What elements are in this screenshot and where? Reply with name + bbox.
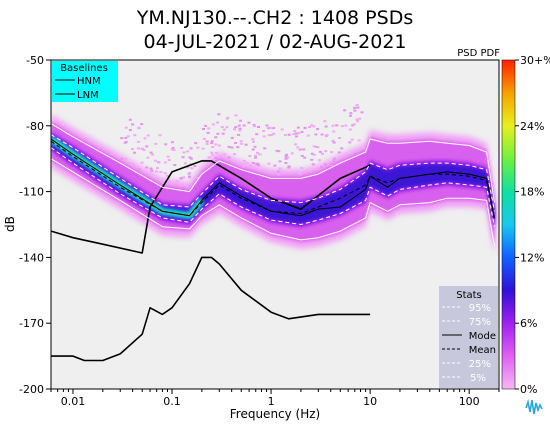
x-tick-label: 0.1 — [163, 395, 181, 408]
series-lines — [51, 123, 495, 362]
mean-legend-label: Mean — [469, 345, 496, 356]
series-line-75pct — [51, 134, 495, 212]
pdf-density — [51, 104, 495, 256]
colorbar-gradient — [501, 59, 516, 390]
y-tick-label: -140 — [19, 251, 44, 264]
density-mid-band — [51, 131, 495, 230]
baselines-legend-title: Baselines — [60, 63, 108, 74]
x-axis: 0.01 0.1 1 10 100 — [50, 389, 500, 408]
mode-legend-label: Mode — [469, 331, 496, 342]
density-core-band — [51, 135, 495, 226]
series-line-mean — [51, 140, 495, 221]
stats-legend-box — [439, 286, 498, 388]
psd-pdf-label: PSD PDF — [457, 48, 500, 59]
series-line-hnm — [51, 160, 371, 254]
colorbar: 0% 6% 12% 18% 24% 30+% — [501, 54, 550, 396]
colorbar-tick-label: 18% — [520, 186, 544, 199]
stats-legend-title: Stats — [456, 290, 482, 301]
y-tick-label: -200 — [19, 383, 44, 396]
colorbar-tick-label: 12% — [520, 251, 544, 264]
p75-legend-label: 75% — [469, 317, 491, 328]
y-axis: -50 -80 -110 -140 -170 -200 — [19, 54, 51, 396]
x-tick-label: 100 — [459, 395, 480, 408]
stats-legend: Stats 95% 75% Mode Mean 25% 5% — [439, 286, 498, 388]
series-line-25pct — [51, 147, 495, 227]
baselines-legend-box — [52, 61, 118, 102]
baselines-legend: Baselines HNM LNM — [52, 61, 118, 102]
colorbar-tick-label: 30+% — [520, 54, 550, 67]
y-axis-label: dB — [3, 216, 17, 232]
x-tick-label: 0.01 — [61, 395, 86, 408]
p95-legend-label: 95% — [469, 303, 491, 314]
y-tick-label: -110 — [19, 186, 44, 199]
p25-legend-label: 25% — [469, 359, 491, 370]
colorbar-tick-label: 6% — [520, 317, 537, 330]
series-line-95pct — [51, 123, 495, 203]
x-axis-label: Frequency (Hz) — [230, 407, 321, 421]
x-tick-label: 1 — [268, 395, 275, 408]
p5-legend-label: 5% — [470, 373, 486, 384]
y-tick-label: -170 — [19, 317, 44, 330]
plot-frame — [50, 59, 500, 390]
series-line-lnm — [51, 256, 371, 362]
x-tick-label: 10 — [363, 395, 377, 408]
chart-title: YM.NJ130.--.CH2 : 1408 PSDs — [136, 7, 413, 29]
waveform-logo-icon — [525, 398, 543, 415]
hnm-legend-label: HNM — [77, 76, 101, 87]
lnm-legend-label: LNM — [77, 90, 99, 101]
chart-subtitle: 04-JUL-2021 / 02-AUG-2021 — [144, 31, 407, 53]
y-tick-label: -80 — [26, 120, 44, 133]
colorbar-tick-label: 24% — [520, 120, 544, 133]
series-line-5pct — [51, 158, 495, 247]
colorbar-tick-label: 0% — [520, 383, 537, 396]
y-tick-label: -50 — [26, 54, 44, 67]
